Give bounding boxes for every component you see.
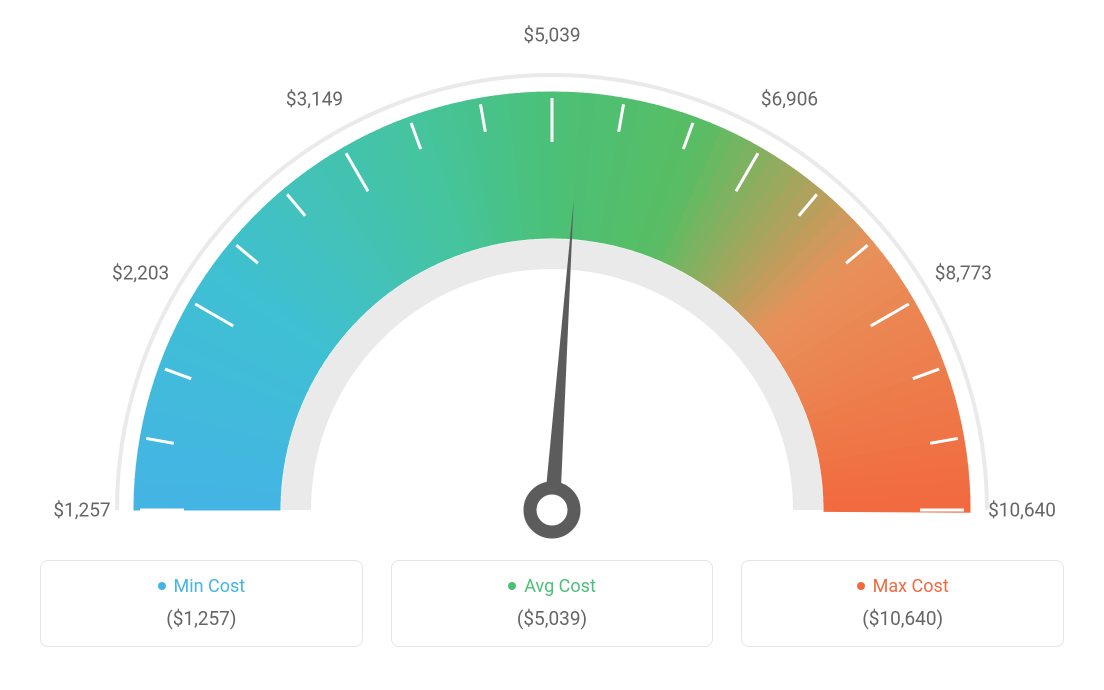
avg-cost-title: Avg Cost — [508, 576, 596, 597]
gauge-tick-label: $10,640 — [988, 499, 1056, 522]
gauge-tick-label: $6,906 — [761, 87, 818, 110]
gauge-tick-label: $5,039 — [523, 24, 580, 47]
min-dot-icon — [158, 582, 166, 590]
min-cost-label: Min Cost — [174, 576, 246, 597]
gauge-tick-label: $1,257 — [53, 499, 110, 522]
avg-cost-card: Avg Cost ($5,039) — [391, 560, 714, 647]
gauge-tick-label: $3,149 — [286, 87, 343, 110]
max-cost-card: Max Cost ($10,640) — [741, 560, 1064, 647]
min-cost-title: Min Cost — [158, 576, 246, 597]
max-cost-value: ($10,640) — [760, 607, 1045, 630]
cost-cards-row: Min Cost ($1,257) Avg Cost ($5,039) Max … — [0, 560, 1104, 647]
min-cost-value: ($1,257) — [59, 607, 344, 630]
avg-cost-value: ($5,039) — [410, 607, 695, 630]
max-cost-title: Max Cost — [857, 576, 949, 597]
max-dot-icon — [857, 582, 865, 590]
gauge-tick-label: $8,773 — [935, 261, 992, 284]
cost-gauge: $1,257 $2,203 $3,149 $5,039 $6,906 $8,773 $10,… — [0, 0, 1104, 560]
max-cost-label: Max Cost — [873, 576, 949, 597]
avg-dot-icon — [508, 582, 516, 590]
min-cost-card: Min Cost ($1,257) — [40, 560, 363, 647]
avg-cost-label: Avg Cost — [524, 576, 596, 597]
gauge-tick-label: $2,203 — [112, 261, 169, 284]
